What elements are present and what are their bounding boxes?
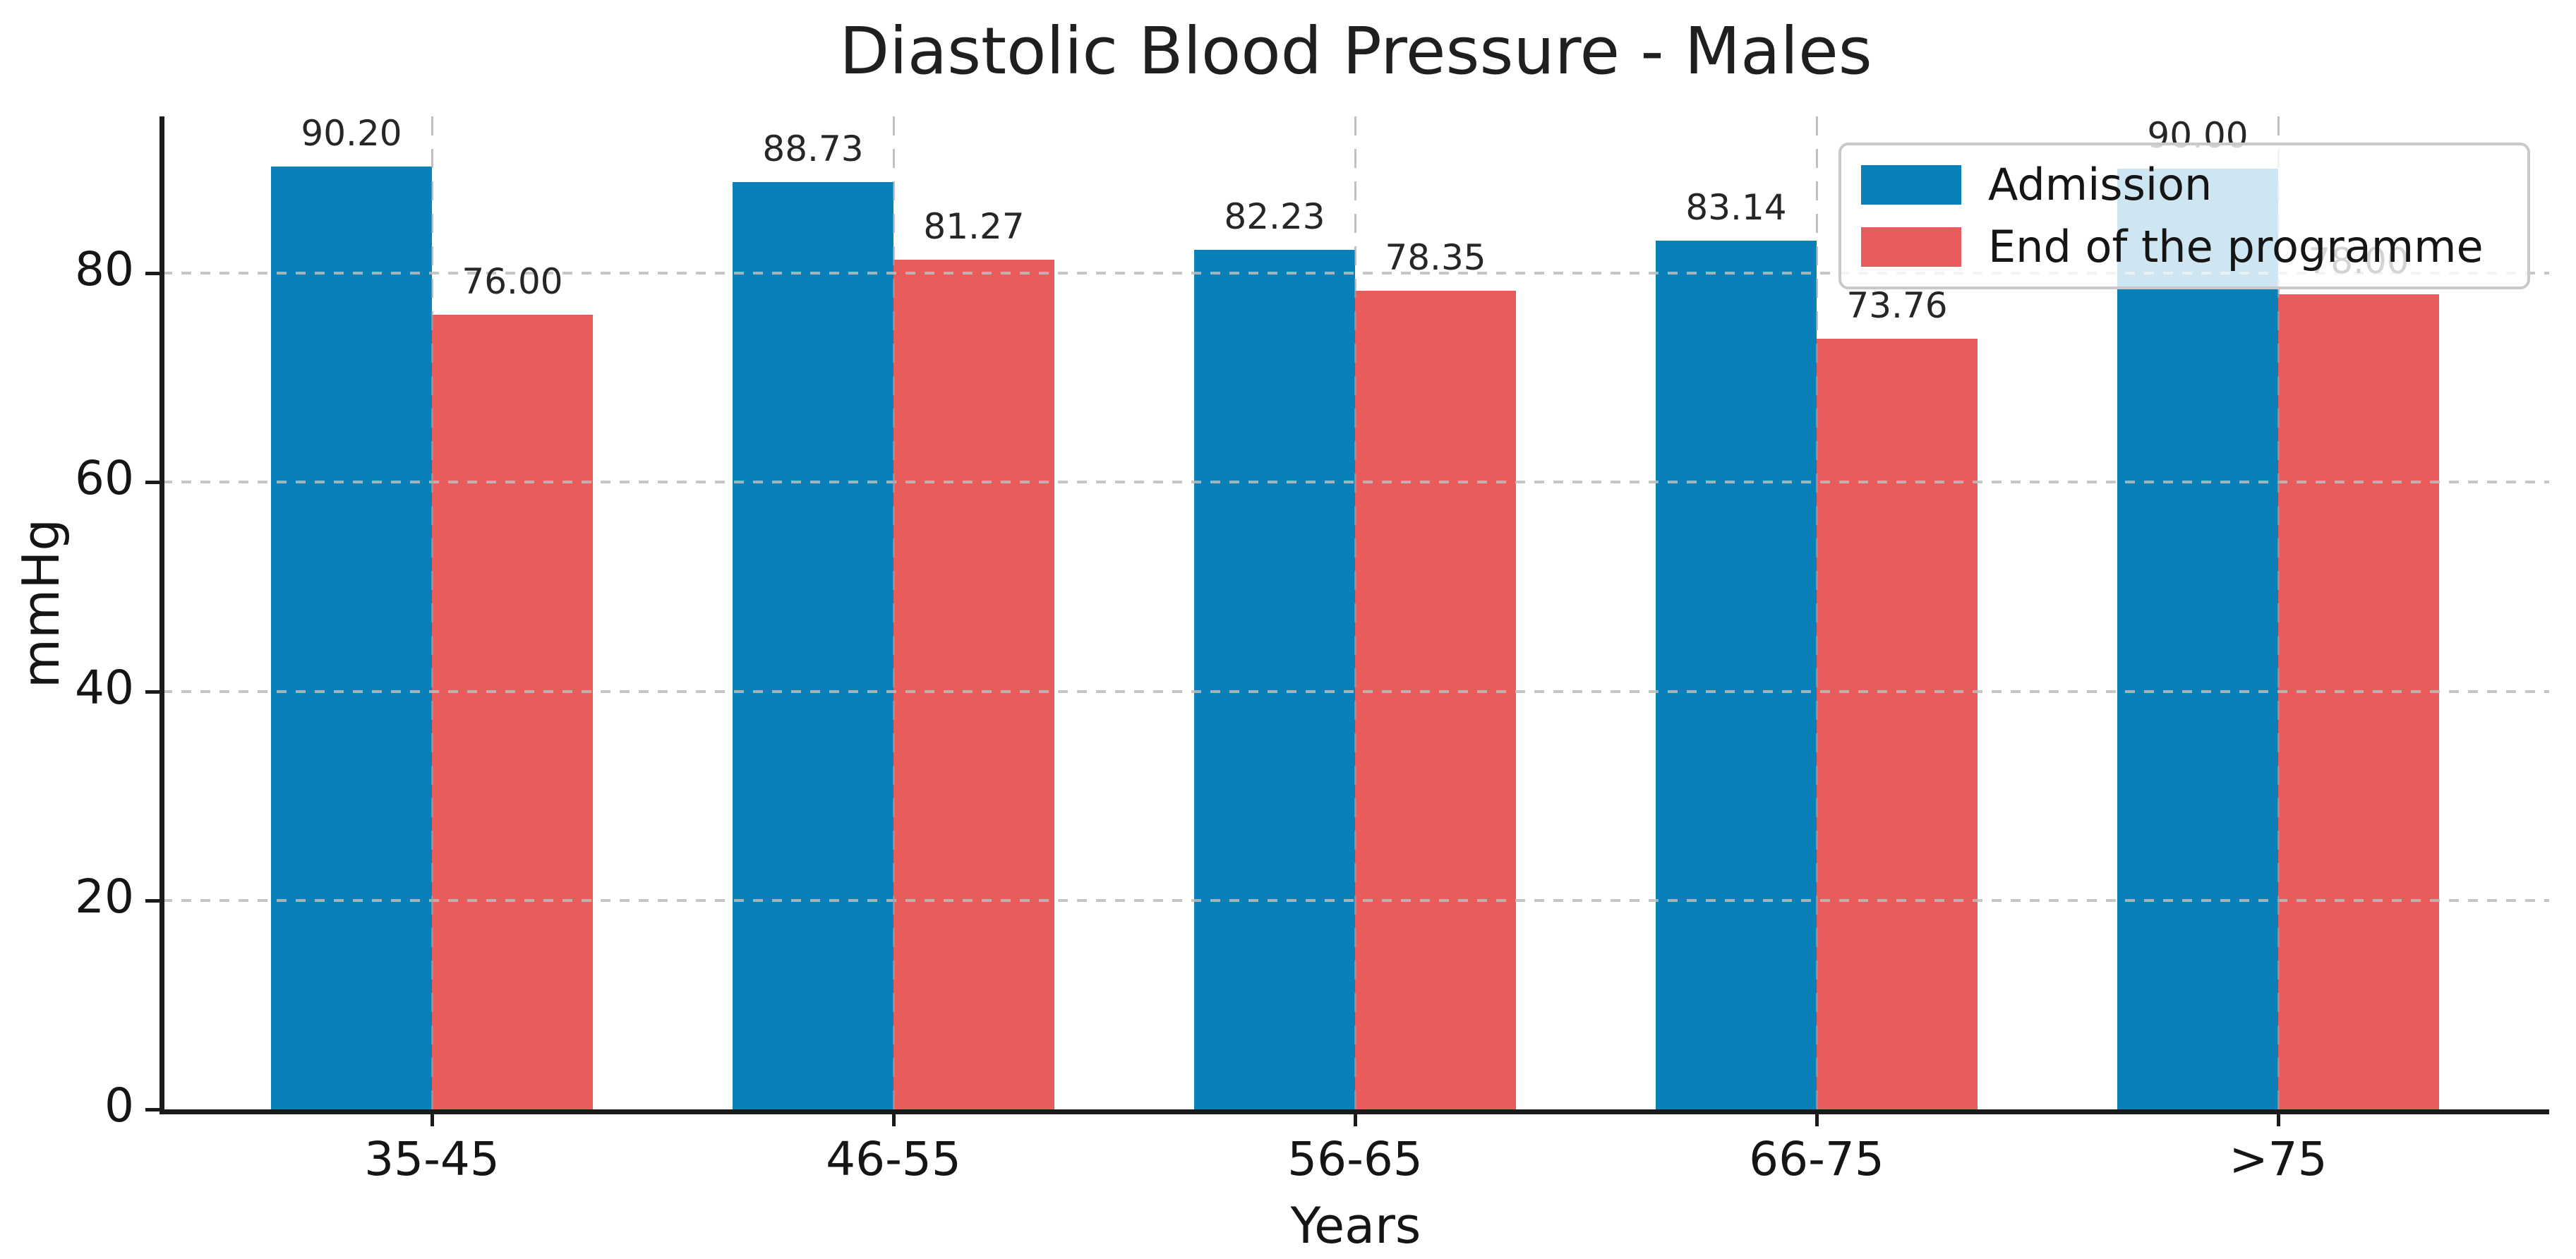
y-tick-mark-0: [145, 1108, 162, 1112]
bar-admission-66-75: [1656, 240, 1817, 1109]
bar-value-end-66-75: 73.76: [1846, 284, 1948, 326]
legend-label-admission: Admission: [1988, 159, 2213, 210]
y-tick-mark-80: [145, 272, 162, 276]
bar-admission-35-45: [271, 167, 432, 1109]
bar-end-56-65: [1355, 290, 1516, 1109]
legend-swatch-end-of-programme: [1861, 227, 1961, 267]
bar-value-admission-56-65: 82.23: [1224, 196, 1325, 238]
bar-admission-46-55: [733, 181, 893, 1109]
y-axis-spine: [160, 116, 164, 1114]
bar-admission-56-65: [1194, 250, 1355, 1109]
legend-item-admission: Admission: [1861, 162, 2508, 207]
x-gridline-35-45: [431, 116, 433, 1109]
x-tick-label-66-75: 66-75: [1749, 1132, 1884, 1186]
bar-admission->75: [2117, 169, 2278, 1109]
x-axis-title: Years: [1290, 1197, 1421, 1255]
y-tick-label-20: 20: [75, 869, 134, 924]
bar-value-admission-35-45: 90.20: [301, 113, 402, 155]
y-tick-label-80: 80: [75, 242, 134, 297]
bar-value-admission-66-75: 83.14: [1685, 186, 1787, 228]
legend-label-end-of-programme: End of the programme: [1988, 221, 2484, 272]
x-gridline-46-55: [893, 116, 895, 1109]
x-tick-label-56-65: 56-65: [1287, 1132, 1423, 1186]
x-tick-mark-46-55: [892, 1114, 896, 1126]
x-tick-label->75: >75: [2229, 1132, 2328, 1186]
bar-value-end-56-65: 78.35: [1385, 236, 1486, 278]
x-tick-mark->75: [2277, 1114, 2280, 1126]
legend: Admission End of the programme: [1838, 143, 2530, 289]
legend-swatch-admission: [1861, 165, 1961, 205]
x-gridline-66-75: [1816, 116, 1818, 1109]
x-gridline->75: [2277, 116, 2280, 1109]
x-gridline-56-65: [1354, 116, 1356, 1109]
bar-end-66-75: [1817, 338, 1978, 1109]
y-tick-mark-60: [145, 481, 162, 485]
x-axis-spine: [160, 1109, 2549, 1114]
bar-end-46-55: [893, 260, 1054, 1109]
x-tick-label-35-45: 35-45: [364, 1132, 500, 1186]
x-tick-label-46-55: 46-55: [826, 1132, 961, 1186]
x-tick-mark-56-65: [1354, 1114, 1357, 1126]
bar-value-end-46-55: 81.27: [923, 206, 1025, 248]
plot-area: 90.20 76.00 88.73 81.27 82.23 78.35 83.14 73.76…: [162, 113, 2549, 1109]
y-tick-label-0: 0: [104, 1078, 134, 1133]
y-tick-mark-40: [145, 689, 162, 694]
x-tick-mark-35-45: [431, 1114, 434, 1126]
x-tick-mark-66-75: [1815, 1114, 1819, 1126]
bar-end-35-45: [432, 315, 593, 1109]
y-tick-label-60: 60: [75, 451, 134, 506]
bar-value-end-35-45: 76.00: [462, 261, 563, 303]
chart-title: Diastolic Blood Pressure - Males: [839, 13, 1872, 89]
bar-end->75: [2278, 294, 2439, 1109]
y-tick-mark-20: [145, 898, 162, 903]
legend-item-end-of-programme: End of the programme: [1861, 224, 2508, 270]
bar-value-admission-46-55: 88.73: [762, 128, 864, 169]
y-tick-label-40: 40: [75, 660, 134, 715]
